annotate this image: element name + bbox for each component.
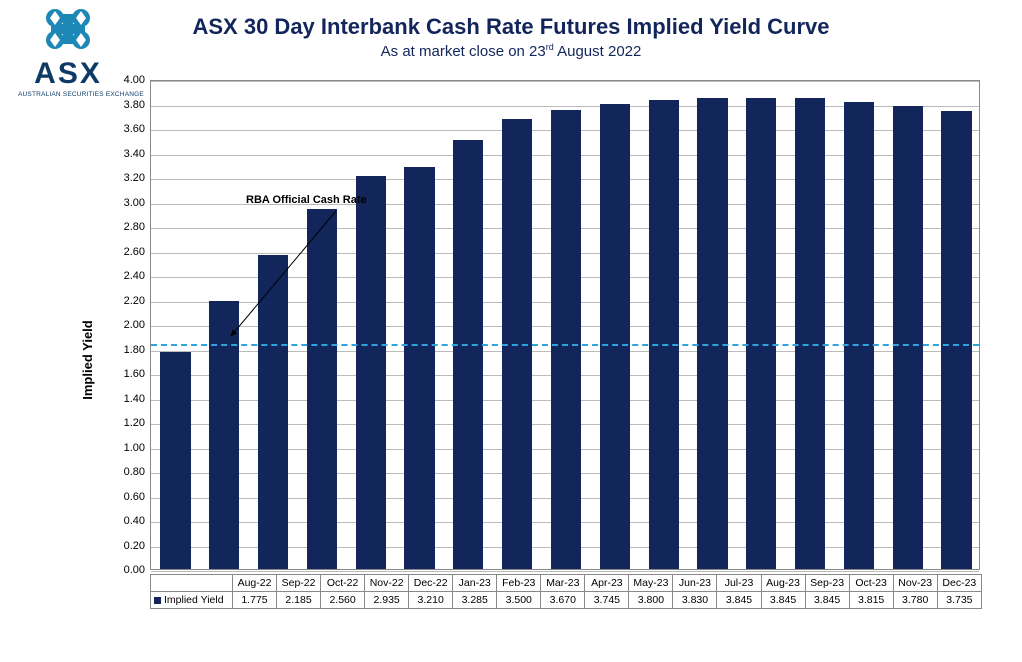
table-header-cell: Apr-23 bbox=[585, 575, 629, 592]
table-header-cell: Jul-23 bbox=[717, 575, 761, 592]
y-tick-label: 4.00 bbox=[110, 74, 145, 86]
y-tick-label: 0.00 bbox=[110, 564, 145, 576]
y-tick-label: 3.60 bbox=[110, 123, 145, 135]
table-corner bbox=[151, 575, 233, 592]
y-tick-label: 1.00 bbox=[110, 442, 145, 454]
bar bbox=[941, 111, 971, 569]
table-value-cell: 3.670 bbox=[541, 592, 585, 609]
table-value-cell: 1.775 bbox=[232, 592, 276, 609]
table-header-cell: Oct-22 bbox=[321, 575, 365, 592]
chart-subtitle: As at market close on 23rd August 2022 bbox=[0, 42, 1022, 60]
table-header-cell: Jun-23 bbox=[673, 575, 717, 592]
y-tick-label: 2.00 bbox=[110, 319, 145, 331]
rba-cash-rate-label: RBA Official Cash Rate bbox=[246, 194, 367, 206]
plot-area: RBA Official Cash Rate bbox=[150, 80, 980, 570]
y-tick-label: 1.80 bbox=[110, 344, 145, 356]
bar bbox=[307, 209, 337, 569]
bar bbox=[795, 98, 825, 569]
table-value-cell: 3.845 bbox=[761, 592, 805, 609]
table-header-cell: Dec-22 bbox=[409, 575, 453, 592]
table-header-cell: Sep-22 bbox=[277, 575, 321, 592]
y-tick-label: 0.40 bbox=[110, 515, 145, 527]
y-tick-label: 0.60 bbox=[110, 491, 145, 503]
table-value-cell: 3.210 bbox=[409, 592, 453, 609]
y-tick-label: 1.60 bbox=[110, 368, 145, 380]
table-value-cell: 3.845 bbox=[805, 592, 849, 609]
bar bbox=[453, 140, 483, 569]
bar bbox=[893, 106, 923, 569]
table-value-cell: 3.830 bbox=[673, 592, 717, 609]
bar bbox=[746, 98, 776, 569]
table-value-cell: 3.500 bbox=[497, 592, 541, 609]
table-header-cell: Mar-23 bbox=[541, 575, 585, 592]
y-axis-label: Implied Yield bbox=[80, 320, 95, 399]
bar bbox=[209, 301, 239, 569]
table-value-cell: 2.185 bbox=[277, 592, 321, 609]
bar bbox=[697, 98, 727, 569]
table-value-cell: 3.800 bbox=[629, 592, 673, 609]
y-tick-label: 3.20 bbox=[110, 172, 145, 184]
asx-logo-text: ASX bbox=[18, 57, 118, 91]
subtitle-sup: rd bbox=[546, 42, 554, 52]
y-tick-label: 2.80 bbox=[110, 221, 145, 233]
chart-title: ASX 30 Day Interbank Cash Rate Futures I… bbox=[0, 14, 1022, 40]
bar bbox=[258, 255, 288, 569]
table-header-cell: Nov-22 bbox=[365, 575, 409, 592]
y-tick-label: 3.40 bbox=[110, 148, 145, 160]
y-tick-label: 2.40 bbox=[110, 270, 145, 282]
y-tick-label: 2.60 bbox=[110, 246, 145, 258]
bar bbox=[600, 104, 630, 570]
bar bbox=[844, 102, 874, 569]
y-tick-label: 1.20 bbox=[110, 417, 145, 429]
y-tick-label: 3.00 bbox=[110, 197, 145, 209]
table-value-cell: 3.780 bbox=[893, 592, 937, 609]
rba-cash-rate-line bbox=[151, 344, 979, 346]
table-value-cell: 3.845 bbox=[717, 592, 761, 609]
table-value-cell: 2.560 bbox=[321, 592, 365, 609]
chart-area: Implied Yield 0.00 0.20 0.40 0.60 0.80 1.00 1.… bbox=[110, 80, 990, 640]
bar bbox=[356, 176, 386, 569]
table-header-cell: Jan-23 bbox=[453, 575, 497, 592]
table-value-cell: 3.735 bbox=[937, 592, 981, 609]
table-header-cell: Nov-23 bbox=[893, 575, 937, 592]
bar bbox=[551, 110, 581, 569]
table-header-cell: Feb-23 bbox=[497, 575, 541, 592]
gridline bbox=[151, 571, 979, 572]
table-value-cell: 3.815 bbox=[849, 592, 893, 609]
table-header-cell: Oct-23 bbox=[849, 575, 893, 592]
y-tick-label: 2.20 bbox=[110, 295, 145, 307]
y-tick-label: 3.80 bbox=[110, 99, 145, 111]
table-header-cell: Sep-23 bbox=[805, 575, 849, 592]
title-block: ASX 30 Day Interbank Cash Rate Futures I… bbox=[0, 14, 1022, 60]
table-value-cell: 3.745 bbox=[585, 592, 629, 609]
data-table: Aug-22Sep-22Oct-22Nov-22Dec-22Jan-23Feb-… bbox=[150, 574, 982, 609]
y-tick-label: 0.20 bbox=[110, 540, 145, 552]
bars-container bbox=[151, 81, 979, 569]
bar bbox=[649, 100, 679, 569]
y-tick-label: 0.80 bbox=[110, 466, 145, 478]
subtitle-prefix: As at market close on 23 bbox=[381, 43, 546, 60]
y-tick-label: 1.40 bbox=[110, 393, 145, 405]
table-header-cell: Dec-23 bbox=[937, 575, 981, 592]
subtitle-suffix: August 2022 bbox=[554, 43, 642, 60]
table-header-cell: Aug-23 bbox=[761, 575, 805, 592]
table-header-cell: May-23 bbox=[629, 575, 673, 592]
legend-marker-icon bbox=[154, 597, 161, 604]
table-header-cell: Aug-22 bbox=[232, 575, 276, 592]
table-row-header: Implied Yield bbox=[151, 592, 233, 609]
bar bbox=[404, 167, 434, 569]
table-value-cell: 3.285 bbox=[453, 592, 497, 609]
table-value-cell: 2.935 bbox=[365, 592, 409, 609]
asx-logo-subtext: AUSTRALIAN SECURITIES EXCHANGE bbox=[18, 91, 118, 98]
bar bbox=[160, 352, 190, 569]
